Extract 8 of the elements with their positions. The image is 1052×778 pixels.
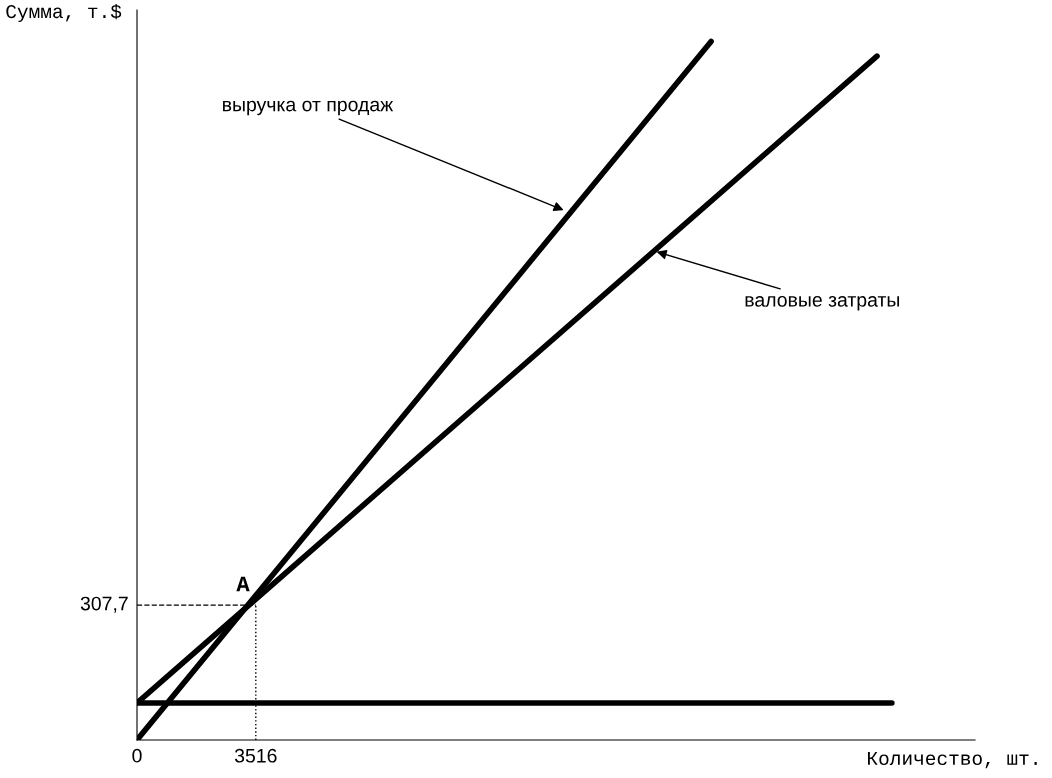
annotation: валовые затраты (745, 296, 900, 311)
text: 307,7 (80, 596, 128, 613)
x-tick-label: 0 (132, 748, 142, 763)
annotation: A (236, 576, 250, 592)
x-axis-title: Количество, шт. (868, 752, 1037, 769)
annotation: выручка от продаж (223, 100, 394, 116)
x-tick-label: 3516 (234, 748, 277, 763)
y-axis-title: Сумма, т.$ (6, 3, 122, 23)
